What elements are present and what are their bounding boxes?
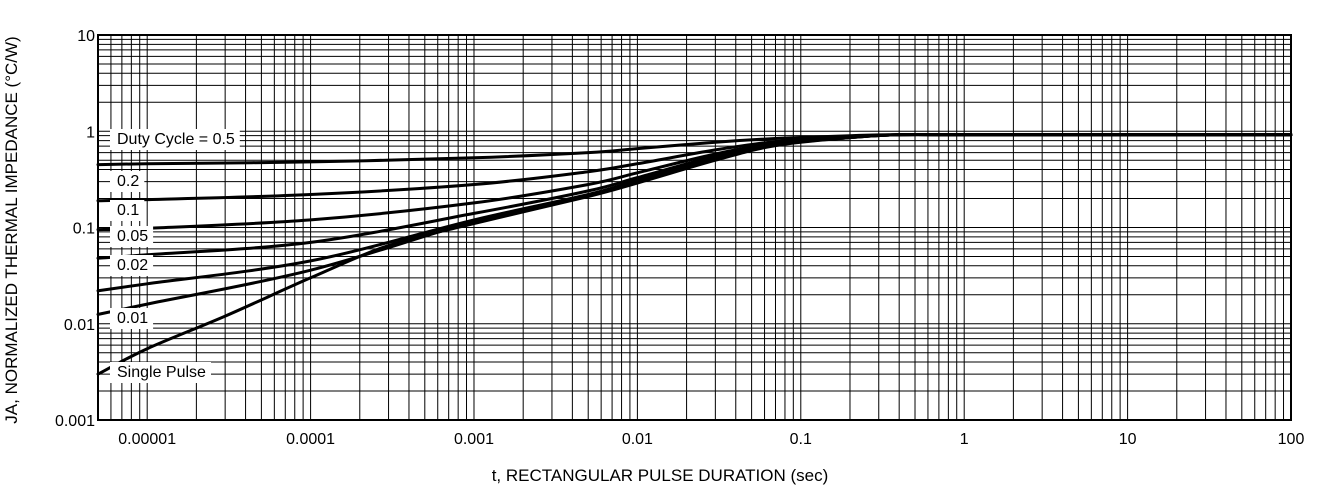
series-label-bg-6 [110,362,211,383]
series-label-bg-1 [110,171,145,192]
series-label-bg-3 [110,226,154,247]
x-tick-label: 0.001 [454,431,494,448]
x-tick-label: 10 [1119,431,1137,448]
x-tick-label: 1 [960,431,969,448]
y-tick-label: 0.01 [64,317,95,334]
x-tick-label: 0.00001 [118,431,176,448]
y-axis-title: JA, NORMALIZED THERMAL IMPEDANCE (°C/W) [2,36,21,423]
y-tick-label: 0.001 [55,413,95,430]
x-tick-label: 0.0001 [286,431,335,448]
series-line-6 [96,133,1293,376]
series-label-5: 0.01 [117,310,148,327]
series-label-bg-5 [110,308,154,329]
x-tick-label: 100 [1278,431,1305,448]
series-label-3: 0.05 [117,228,148,245]
series-label-4: 0.02 [117,257,148,274]
series-label-2: 0.1 [117,202,139,219]
grid-layer [98,34,1292,421]
y-tick-labels: 10 1 0.1 0.01 0.001 [55,28,95,430]
y-tick-label: 0.1 [73,221,95,238]
curve-layer [96,133,1293,376]
series-label-1: 0.2 [117,173,139,190]
x-axis-title: t, RECTANGULAR PULSE DURATION (sec) [492,466,829,485]
series-label-bg-4 [110,255,154,276]
x-tick-label: 0.1 [790,431,812,448]
series-label-6: Single Pulse [117,364,206,381]
series-label-bg-2 [110,200,145,221]
x-tick-labels: 0.00001 0.0001 0.001 0.01 0.1 1 10 100 [118,431,1304,448]
plot-frame [97,34,1292,421]
series-label-bg-0 [110,129,240,150]
series-label-0: Duty Cycle = 0.5 [117,131,235,148]
y-tick-label: 10 [77,28,95,45]
y-tick-label: 1 [86,124,95,141]
x-tick-label: 0.01 [622,431,653,448]
series-label-layer: Duty Cycle = 0.5 0.2 0.1 0.05 0.02 0.01 Single… [110,129,240,383]
